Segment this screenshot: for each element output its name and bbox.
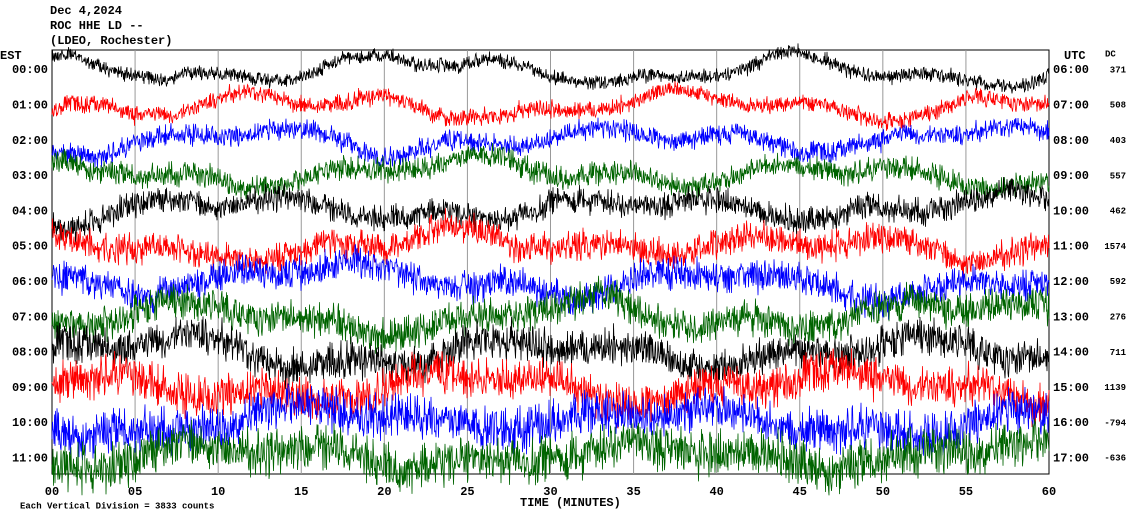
utc-label: 08:00 [1053, 134, 1089, 148]
x-tick-label: 20 [377, 485, 391, 499]
est-header: EST [0, 49, 22, 63]
est-label: 04:00 [12, 204, 48, 218]
utc-header: UTC [1064, 49, 1086, 63]
dc-label: 276 [1110, 312, 1126, 322]
note: Each Vertical Division = 3833 counts [20, 501, 214, 511]
trace [51, 43, 1050, 94]
trace [51, 243, 1050, 320]
x-tick-label: 50 [876, 485, 890, 499]
x-tick-label: 10 [211, 485, 225, 499]
utc-label: 15:00 [1053, 381, 1089, 395]
utc-label: 14:00 [1053, 346, 1089, 360]
trace [51, 117, 1050, 169]
trace [51, 142, 1050, 202]
est-label: 10:00 [12, 416, 48, 430]
est-label: 00:00 [12, 63, 48, 77]
x-tick-label: 30 [543, 485, 557, 499]
dc-label: -794 [1104, 418, 1126, 428]
utc-label: 13:00 [1053, 310, 1089, 324]
dc-label: 462 [1110, 207, 1126, 217]
x-tick-label: 15 [294, 485, 308, 499]
est-label: 09:00 [12, 381, 48, 395]
trace [51, 176, 1050, 243]
est-label: 06:00 [12, 275, 48, 289]
header-line: Dec 4,2024 [50, 4, 122, 18]
dc-header: DC [1105, 49, 1116, 59]
est-label: 02:00 [12, 134, 48, 148]
x-tick-label: 00 [45, 485, 59, 499]
trace [51, 383, 1050, 463]
est-label: 07:00 [12, 310, 48, 324]
x-tick-label: 45 [793, 485, 807, 499]
dc-label: 508 [1110, 101, 1126, 111]
trace [51, 418, 1050, 496]
x-tick-label: 55 [959, 485, 973, 499]
x-tick-label: 40 [709, 485, 723, 499]
utc-label: 11:00 [1053, 240, 1089, 254]
dc-label: 1574 [1104, 242, 1126, 252]
dc-label: 592 [1110, 277, 1126, 287]
utc-label: 12:00 [1053, 275, 1089, 289]
est-label: 05:00 [12, 240, 48, 254]
x-tick-label: 60 [1042, 485, 1056, 499]
est-label: 08:00 [12, 346, 48, 360]
x-tick-label: 05 [128, 485, 142, 499]
dc-label: 403 [1110, 136, 1126, 146]
trace [51, 208, 1050, 277]
utc-label: 07:00 [1053, 98, 1089, 112]
trace [51, 81, 1050, 131]
dc-label: 1139 [1104, 383, 1126, 393]
utc-label: 09:00 [1053, 169, 1089, 183]
est-label: 01:00 [12, 98, 48, 112]
trace [51, 316, 1050, 390]
x-tick-label: 25 [460, 485, 474, 499]
utc-label: 16:00 [1053, 416, 1089, 430]
est-label: 03:00 [12, 169, 48, 183]
dc-label: 711 [1110, 348, 1127, 358]
x-axis-label: TIME (MINUTES) [520, 496, 621, 510]
header-line: ROC HHE LD -- [50, 19, 144, 33]
trace [51, 275, 1050, 356]
utc-label: 17:00 [1053, 451, 1089, 465]
est-label: 11:00 [12, 451, 48, 465]
dc-label: 557 [1110, 171, 1126, 181]
dc-label: -636 [1104, 454, 1126, 464]
utc-label: 06:00 [1053, 63, 1089, 77]
trace [51, 348, 1050, 429]
x-tick-label: 35 [626, 485, 640, 499]
dc-label: 371 [1110, 65, 1127, 75]
utc-label: 10:00 [1053, 204, 1089, 218]
header-line: (LDEO, Rochester) [50, 34, 172, 48]
